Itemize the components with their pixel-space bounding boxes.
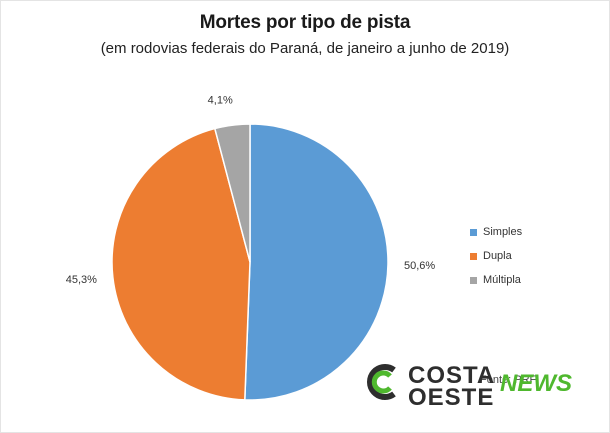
source-note: Fonte: PRF — [480, 374, 537, 386]
watermark-news-text: NEWS — [500, 370, 572, 397]
chart-title: Mortes por tipo de pista — [199, 12, 411, 33]
watermark-costa-text: COSTA — [408, 362, 496, 389]
data-label-simples: 50,6% — [404, 260, 435, 272]
pie-slice-multipla — [213, 123, 251, 263]
pie-slices — [111, 123, 389, 401]
pie-data-labels: 50,6% 45,3% 4,1% — [66, 94, 436, 286]
legend-item-multipla: Múltipla — [470, 268, 522, 292]
legend-item-dupla: Dupla — [470, 244, 522, 268]
legend-swatch-multipla — [470, 276, 477, 284]
legend-label-dupla: Dupla — [483, 250, 512, 262]
legend-label-multipla: Múltipla — [483, 274, 521, 286]
pie-slice-simples — [244, 123, 389, 401]
costa-oeste-logo-icon — [367, 364, 396, 400]
costa-oeste-news-watermark: COSTA OESTE NEWS — [360, 360, 590, 411]
legend-swatch-simples — [470, 228, 477, 236]
data-label-multipla: 4,1% — [208, 94, 233, 106]
chart-legend: Simples Dupla Múltipla — [470, 220, 522, 292]
watermark-oeste-text: OESTE — [408, 384, 495, 411]
legend-item-simples: Simples — [470, 220, 522, 244]
legend-label-simples: Simples — [483, 226, 523, 238]
pie-slice-dupla — [111, 127, 251, 401]
legend-swatch-dupla — [470, 252, 477, 260]
data-label-dupla: 45,3% — [66, 274, 97, 286]
chart-subtitle: (em rodovias federais do Paraná, de jane… — [100, 40, 510, 57]
